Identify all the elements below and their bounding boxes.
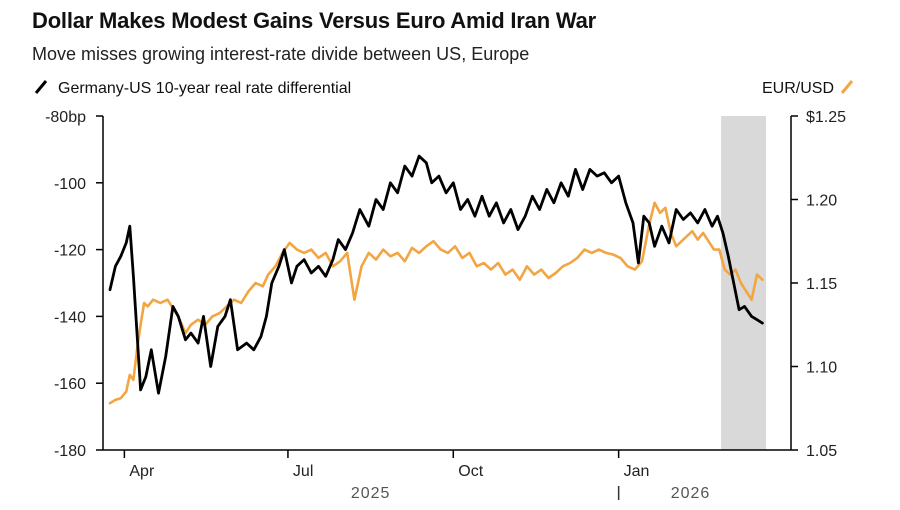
chart-subtitle: Move misses growing interest-rate divide… bbox=[32, 44, 530, 64]
left-tick-label: -140 bbox=[54, 309, 86, 326]
legend-swatch-differential bbox=[34, 80, 48, 94]
year-label: 2026 bbox=[671, 485, 711, 502]
x-tick-label: Oct bbox=[458, 463, 483, 480]
legend-swatch-eurusd bbox=[840, 80, 854, 94]
left-tick-label: -180 bbox=[54, 443, 86, 460]
right-tick-label: $1.25 bbox=[806, 109, 846, 126]
left-axis-ticks: -80bp -100 -120 -140 -160 -180 bbox=[45, 109, 103, 460]
left-tick-label: -160 bbox=[54, 376, 86, 393]
year-label: 2025 bbox=[351, 485, 391, 502]
x-axis-ticks: Apr Jul Oct Jan 2025 2026 bbox=[123, 450, 711, 502]
left-tick-label: -120 bbox=[54, 243, 86, 260]
left-tick-label: -80bp bbox=[45, 109, 86, 126]
left-tick-label: -100 bbox=[54, 176, 86, 193]
legend-label-eurusd: EUR/USD bbox=[762, 80, 834, 97]
right-tick-label: 1.05 bbox=[806, 443, 837, 460]
legend-label-differential: Germany-US 10-year real rate differentia… bbox=[58, 80, 351, 97]
shaded-region bbox=[721, 116, 767, 450]
right-tick-label: 1.15 bbox=[806, 276, 837, 293]
right-tick-label: 1.10 bbox=[806, 360, 837, 377]
right-tick-label: 1.20 bbox=[806, 193, 837, 210]
right-axis-ticks: $1.25 1.20 1.15 1.10 1.05 bbox=[791, 109, 846, 460]
x-tick-label: Apr bbox=[129, 463, 155, 480]
x-tick-label: Jan bbox=[624, 463, 650, 480]
series-line-differential bbox=[108, 154, 764, 395]
x-tick-label: Jul bbox=[293, 463, 313, 480]
chart-title: Dollar Makes Modest Gains Versus Euro Am… bbox=[32, 8, 597, 33]
